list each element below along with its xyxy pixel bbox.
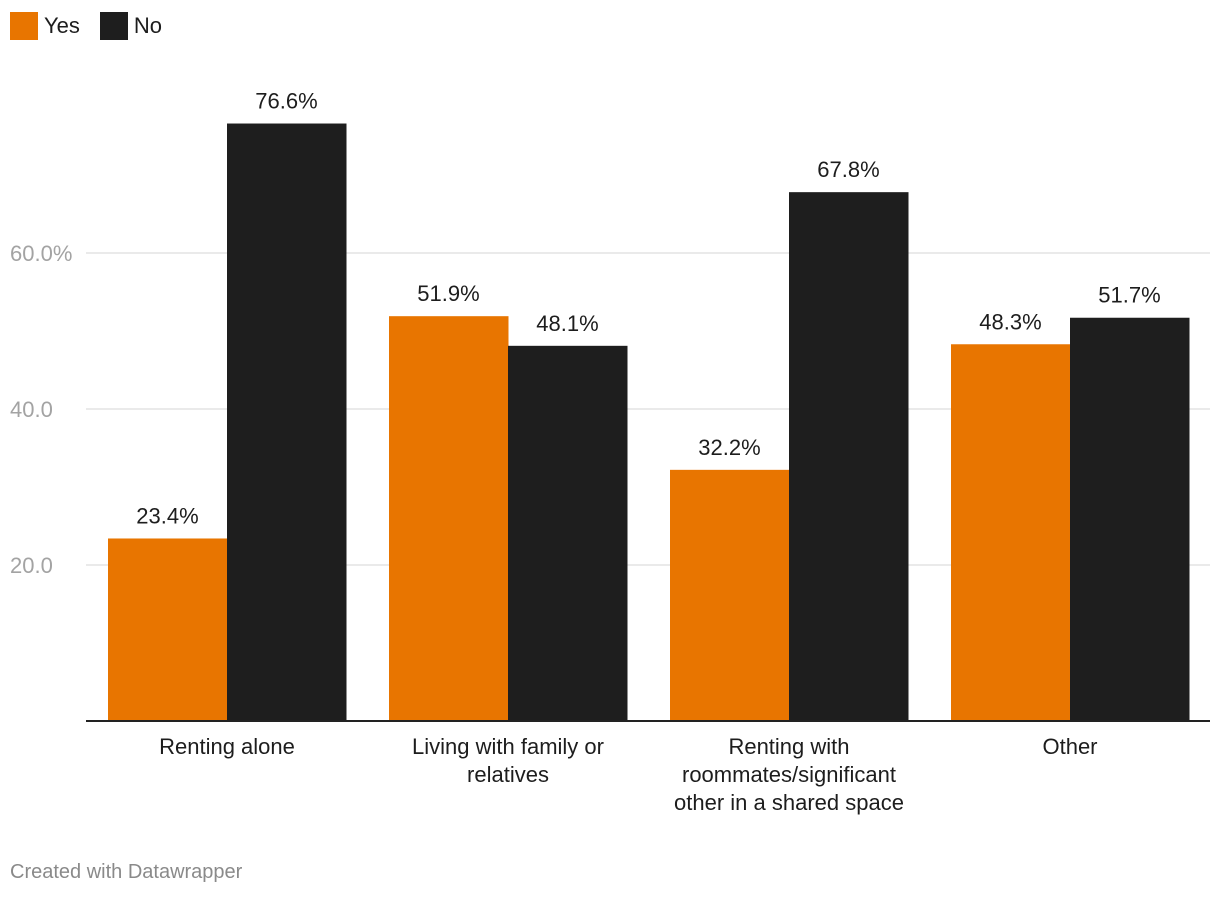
legend-swatch-yes (10, 12, 38, 40)
category-label-2: Renting with roommates/significant other i… (674, 734, 904, 815)
category-label-1: Living with family or relatives (412, 734, 604, 787)
data-label-no-1: 48.1% (536, 311, 598, 336)
y-tick-label-20: 20.0 (10, 553, 53, 578)
category-label-0: Renting alone (159, 734, 295, 759)
bar-no-1 (508, 345, 628, 721)
legend-item-yes[interactable]: Yes (10, 12, 80, 40)
data-label-yes-2: 32.2% (698, 435, 760, 460)
y-tick-label-60: 60.0% (10, 241, 72, 266)
legend-label-no: No (133, 13, 163, 38)
data-label-no-0: 76.6% (255, 89, 317, 114)
data-label-yes-1: 51.9% (417, 281, 479, 306)
legend-label-yes: Yes (44, 13, 80, 38)
data-label-yes-0: 23.4% (136, 503, 198, 528)
bar-yes-3 (951, 344, 1071, 721)
bar-yes-1 (389, 316, 509, 721)
footer-credit: Created with Datawrapper (10, 861, 243, 883)
data-label-yes-3: 48.3% (979, 309, 1041, 334)
data-label-no-3: 51.7% (1098, 283, 1160, 308)
legend-item-no[interactable]: No (99, 12, 163, 40)
bar-no-3 (1070, 317, 1190, 721)
y-tick-label-40: 40.0 (10, 397, 53, 422)
category-label-3: Other (1042, 734, 1097, 759)
bar-yes-0 (108, 538, 228, 721)
bar-no-0 (227, 123, 347, 721)
legend: Yes No (10, 12, 162, 40)
bar-no-2 (789, 192, 909, 721)
bar-yes-2 (670, 469, 790, 721)
data-label-no-2: 67.8% (817, 157, 879, 182)
legend-swatch-no (99, 12, 128, 40)
